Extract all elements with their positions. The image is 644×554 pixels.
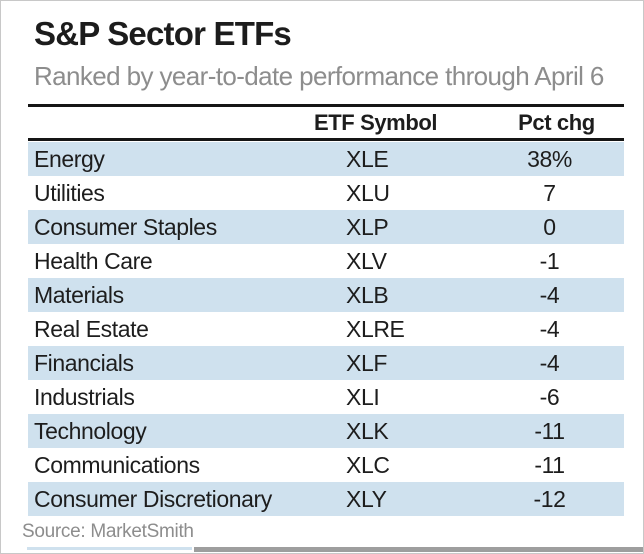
- table-row: Consumer Discretionary XLY -12: [28, 482, 624, 516]
- pct-chg-cell: -4: [539, 281, 560, 308]
- divider-header: [28, 138, 624, 141]
- symbol-cell: XLU: [346, 179, 390, 206]
- sector-cell: Utilities: [34, 179, 105, 206]
- page-title: S&P Sector ETFs: [34, 15, 292, 52]
- table-body: Energy XLE 38% Utilities XLU 7 Consumer …: [28, 142, 624, 516]
- symbol-cell: XLRE: [346, 315, 405, 342]
- symbol-cell: XLB: [346, 281, 389, 308]
- pct-chg-cell: -1: [539, 247, 560, 274]
- symbol-cell: XLI: [346, 383, 380, 410]
- table-row: Materials XLB -4: [28, 278, 624, 312]
- column-header-pct-chg: Pct chg: [518, 109, 595, 135]
- pct-chg-cell: -12: [533, 485, 566, 512]
- symbol-cell: XLC: [346, 451, 390, 478]
- table-row: Financials XLF -4: [28, 346, 624, 380]
- divider-top: [28, 104, 624, 107]
- symbol-cell: XLF: [346, 349, 387, 376]
- table-row: Technology XLK -11: [28, 414, 624, 448]
- symbol-cell: XLY: [346, 485, 387, 512]
- sector-cell: Consumer Discretionary: [34, 485, 272, 512]
- sector-cell: Real Estate: [34, 315, 149, 342]
- symbol-cell: XLP: [346, 213, 389, 240]
- pct-chg-cell: -11: [534, 417, 565, 444]
- sector-cell: Consumer Staples: [34, 213, 217, 240]
- pct-chg-cell: 7: [543, 179, 556, 206]
- symbol-cell: XLE: [346, 145, 389, 172]
- pct-chg-cell: -4: [539, 315, 560, 342]
- sector-cell: Communications: [34, 451, 200, 478]
- sector-cell: Technology: [34, 417, 147, 444]
- table-row: Communications XLC -11: [28, 448, 624, 482]
- column-header-etf-symbol: ETF Symbol: [314, 109, 438, 135]
- sector-cell: Health Care: [34, 247, 153, 274]
- cropped-element-gray-bar: [194, 547, 643, 552]
- table-row: Utilities XLU 7: [28, 176, 624, 210]
- table-row: Health Care XLV -1: [28, 244, 624, 278]
- table-row: Energy XLE 38%: [28, 142, 624, 176]
- pct-chg-cell: -4: [539, 349, 560, 376]
- pct-chg-cell: 38%: [527, 145, 572, 172]
- pct-chg-cell: -11: [534, 451, 565, 478]
- sector-cell: Industrials: [34, 383, 135, 410]
- cropped-element-blue-sliver: [27, 547, 192, 550]
- sector-cell: Materials: [34, 281, 124, 308]
- table-row: Real Estate XLRE -4: [28, 312, 624, 346]
- symbol-cell: XLV: [346, 247, 387, 274]
- sector-cell: Energy: [34, 145, 105, 172]
- symbol-cell: XLK: [346, 417, 389, 444]
- table-row: Industrials XLI -6: [28, 380, 624, 414]
- sector-cell: Financials: [34, 349, 134, 376]
- pct-chg-cell: 0: [543, 213, 556, 240]
- pct-chg-cell: -6: [539, 383, 560, 410]
- source-credit: Source: MarketSmith: [22, 521, 194, 542]
- table-row: Consumer Staples XLP 0: [28, 210, 624, 244]
- table-header-row: ETF Symbol Pct chg: [28, 107, 624, 138]
- subtitle: Ranked by year-to-date performance throu…: [34, 61, 604, 91]
